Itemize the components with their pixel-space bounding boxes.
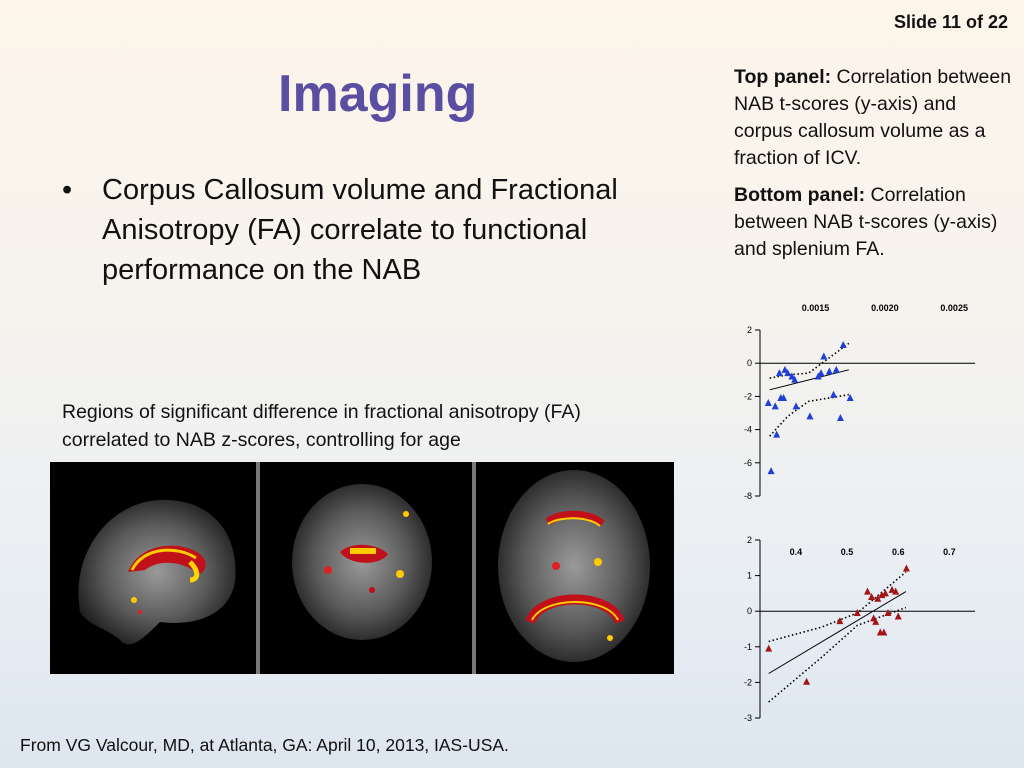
ci-upper-line: [768, 571, 907, 643]
data-point: [864, 587, 871, 595]
data-point: [881, 589, 889, 597]
data-point: [773, 430, 781, 438]
data-point: [894, 612, 902, 620]
x-tick-label: 0.7: [943, 547, 956, 557]
bottom-panel-label: Bottom panel:: [734, 184, 866, 206]
data-point: [765, 644, 773, 652]
slide-number: Slide 11 of 22: [893, 12, 1008, 32]
data-point: [872, 617, 880, 625]
x-tick-label: 0.6: [892, 547, 905, 557]
data-point: [902, 564, 910, 572]
data-point: [836, 617, 844, 625]
data-point: [820, 352, 828, 360]
x-tick-label: 0.0025: [940, 303, 968, 313]
data-point: [853, 608, 861, 616]
data-point: [792, 402, 800, 410]
y-tick-label: -2: [744, 391, 752, 401]
fit-line: [768, 591, 907, 674]
data-point: [868, 592, 876, 600]
data-point: [788, 372, 796, 380]
ci-upper-line: [769, 342, 850, 379]
data-point: [764, 399, 772, 407]
data-point: [836, 413, 844, 421]
data-point: [874, 594, 882, 602]
data-point: [839, 340, 847, 348]
data-point: [771, 402, 779, 410]
ci-lower-line: [769, 393, 849, 437]
y-tick-label: -2: [744, 677, 752, 687]
data-point: [803, 677, 811, 685]
bottom-panel-description: Bottom panel: Correlation between NAB t-…: [734, 182, 1019, 263]
sagittal-slice: [78, 499, 236, 645]
image-caption: Regions of significant difference in fra…: [62, 401, 581, 451]
data-point: [817, 369, 825, 377]
data-point: [775, 369, 783, 377]
top-panel-text: Correlation between NAB t-scores (y-axis…: [734, 66, 1012, 169]
coronal-slice: [292, 484, 432, 640]
data-point: [884, 608, 892, 616]
axial-slice: [498, 470, 650, 662]
x-tick-label: 0.5: [841, 547, 854, 557]
bullet-text: Corpus Callosum volume and Fractional An…: [102, 174, 618, 286]
data-point: [791, 375, 799, 383]
ci-lower-line: [768, 606, 907, 703]
y-tick-label: 0: [747, 606, 752, 616]
y-tick-label: 0: [747, 358, 752, 368]
x-tick-label: 0.4: [790, 547, 803, 557]
top-panel-description: Top panel: Correlation between NAB t-sco…: [734, 64, 1019, 172]
y-tick-label: -8: [744, 491, 752, 501]
data-point: [806, 412, 814, 420]
data-point: [888, 585, 896, 593]
y-tick-label: -6: [744, 458, 752, 468]
fit-line: [769, 369, 849, 391]
data-point: [878, 591, 886, 599]
y-tick-label: 2: [747, 325, 752, 335]
data-point: [832, 365, 840, 373]
x-tick-label: 0.0015: [802, 303, 830, 313]
panel-divider: [472, 462, 476, 674]
data-point: [825, 367, 833, 375]
bullet-icon: •: [62, 174, 73, 206]
data-point: [892, 587, 900, 595]
footer-citation: From VG Valcour, MD, at Atlanta, GA: Apr…: [20, 735, 509, 755]
brain-fa-images: [50, 462, 674, 674]
data-point: [830, 390, 838, 398]
bullet-item: • Corpus Callosum volume and Fractional …: [62, 170, 662, 290]
bottom-panel-text: Correlation between NAB t-scores (y-axis…: [734, 184, 998, 260]
bottom-scatter-chart: 2 1 0 -1 -2 -3 0.4 0.5 0.6 0.7: [700, 530, 980, 731]
y-tick-label: 1: [747, 571, 752, 581]
data-point: [880, 628, 888, 636]
top-scatter-chart: 2 0 -2 -4 -6 -8 0.0015 0.0020 0.0025: [700, 296, 980, 511]
y-tick-label: 2: [747, 535, 752, 545]
y-tick-label: -3: [744, 713, 752, 723]
y-tick-label: -1: [744, 642, 752, 652]
x-tick-label: 0.0020: [871, 303, 899, 313]
slide-title: Imaging: [278, 65, 478, 123]
y-tick-label: -4: [744, 425, 752, 435]
data-point: [780, 394, 788, 402]
data-point: [846, 394, 854, 402]
panel-divider: [256, 462, 260, 674]
data-point: [767, 467, 775, 475]
top-panel-label: Top panel:: [734, 66, 832, 88]
data-point: [781, 365, 789, 373]
data-point: [784, 369, 792, 377]
